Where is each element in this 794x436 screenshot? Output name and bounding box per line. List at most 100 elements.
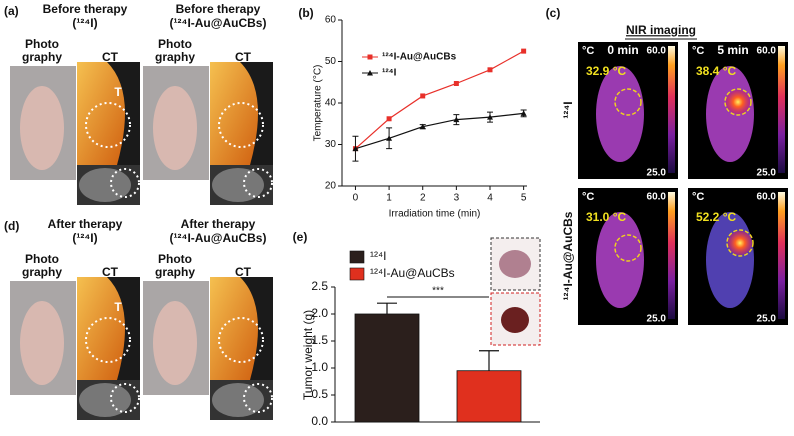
x-tick-label: 2 [420,193,426,204]
marker [453,116,460,123]
unit: °C [582,191,594,203]
roi [726,229,754,257]
bar [456,370,522,423]
color-bar [778,46,785,173]
hotspot [726,90,750,114]
unit: °C [692,45,704,57]
ct-body [77,277,125,380]
tumor-outline [243,383,273,413]
marker [487,114,493,120]
x-tick-label: 4 [487,193,493,204]
row-label: ¹²⁴I [561,101,575,118]
tumor-label: T [114,85,122,99]
y-tick-label: 1.0 [311,360,328,374]
y-tick-label: 0.0 [311,414,328,428]
mouse [20,86,64,170]
legend-swatch [349,250,365,264]
y-tick-label: 30 [325,139,337,150]
group-title: Before therapy [43,2,128,16]
panel-label: (e) [293,230,308,244]
photo-label: Photo [158,37,192,51]
ct-body-slice [79,383,131,417]
scale-min: 25.0 [647,168,667,179]
series-line [355,50,524,150]
scale-max: 60.0 [647,192,667,203]
y-axis-label: Temperature (°C) [313,65,324,142]
time: 0 min [607,43,638,57]
photo-label: graphy [22,265,62,279]
marker [521,48,527,54]
tumor-outline [110,383,140,413]
color-bar [778,192,785,319]
marker [453,80,459,86]
y-tick-label: 2.0 [311,306,328,320]
mouse-thermal [706,212,754,308]
tumor-outline [85,102,131,148]
y-tick-label: 20 [325,181,337,192]
tumor-outline [218,102,264,148]
scale-min: 25.0 [647,314,667,325]
x-tick-label: 1 [386,193,392,204]
tumor-outline [110,168,140,198]
legend-marker [367,70,373,76]
scale-min: 25.0 [757,168,777,179]
x-tick-label: 0 [353,193,359,204]
hotspot [728,231,752,255]
ct-label: CT [235,50,252,64]
tumor-outline [218,317,264,363]
legend-label: ¹²⁴I-Au@AuCBs [370,266,455,280]
legend-label: ¹²⁴I [382,68,397,79]
x-tick-label: 5 [521,193,527,204]
unit: °C [692,191,704,203]
marker [520,110,527,116]
color-bar [668,192,675,319]
group-title: Before therapy [176,2,261,16]
photo-label: Photo [158,252,192,266]
temperature: 32.9 °C [586,64,626,78]
color-bar [668,46,675,173]
tumor [501,307,529,333]
error-bar [479,350,499,371]
panel-title: NIR imaging [626,23,696,37]
legend-marker [367,54,373,60]
ct-body-slice [79,168,131,202]
unit: °C [582,45,594,57]
tumor-outline [85,317,131,363]
legend-swatch [349,267,365,281]
time: 5 min [717,43,748,57]
temperature: 31.0 °C [586,210,626,224]
y-axis-label: Tumor weight (g) [301,310,315,400]
roi [614,88,642,116]
mouse [153,301,197,385]
series-line [355,112,524,150]
mouse [153,86,197,170]
row-label: ¹²⁴I-Au@AuCBs [561,211,575,300]
photo-label: Photo [25,252,59,266]
legend-label: ¹²⁴I-Au@AuCBs [382,52,457,63]
marker [352,145,359,152]
group-subtitle: (¹²⁴I-Au@AuCBs) [170,231,267,245]
mouse-thermal [706,66,754,162]
photo-label: graphy [22,50,62,64]
error-bar [377,302,397,314]
temperature: 38.4 °C [696,64,736,78]
scale-min: 25.0 [757,314,777,325]
ct-label: CT [102,50,119,64]
x-tick-label: 3 [454,193,460,204]
panel-label: (c) [546,6,561,20]
y-tick-label: 2.5 [311,279,328,293]
group-title: After therapy [181,217,256,231]
x-axis-label: Irradiation time (min) [389,209,481,220]
scale-max: 60.0 [757,192,777,203]
scale-max: 60.0 [647,46,667,57]
y-tick-label: 0.5 [311,387,328,401]
tumor-label: T [114,300,122,314]
photo-label: Photo [25,37,59,51]
ct-label: CT [235,265,252,279]
group-subtitle: (¹²⁴I-Au@AuCBs) [170,16,267,30]
legend-label: ¹²⁴I [370,249,386,263]
temperature: 52.2 °C [696,210,736,224]
panel-label: (a) [4,4,19,18]
ct-body-slice [212,383,264,417]
bar [354,313,420,423]
